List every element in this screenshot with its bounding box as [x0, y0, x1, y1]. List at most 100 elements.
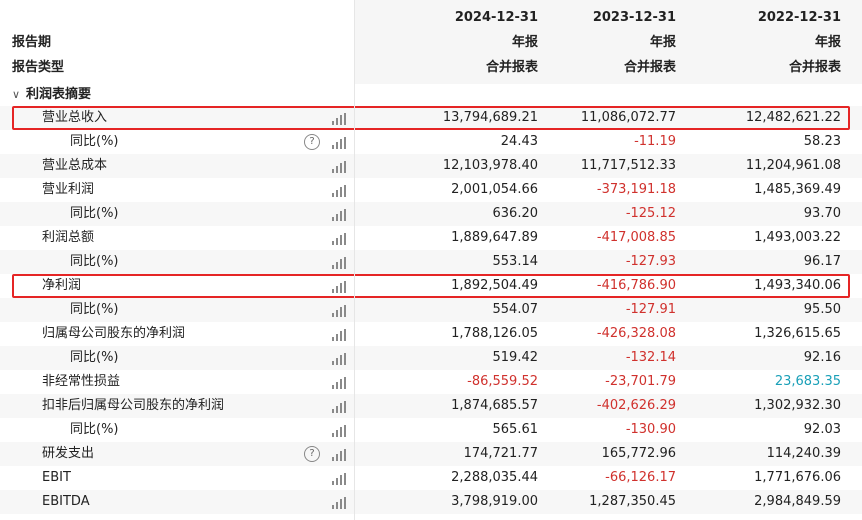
table-row: 同比(%)? 24.43 -11.19 58.23: [0, 130, 862, 154]
row-label: 利润总额: [42, 230, 95, 245]
header-type-2023: 合并报表: [623, 60, 676, 75]
row-label: 营业总成本: [42, 158, 108, 173]
cell-value: 95.50: [803, 302, 841, 317]
cell-value: 2,288,035.44: [451, 470, 538, 485]
cell-value: -132.14: [625, 350, 676, 365]
bar-chart-icon[interactable]: [332, 473, 346, 485]
cell-value: 554.07: [492, 302, 539, 317]
row-label: 同比(%): [70, 350, 119, 365]
table-row: 研发支出? 174,721.77 165,772.96 114,240.39: [0, 442, 862, 466]
row-label: 同比(%): [70, 422, 119, 437]
header-type-2022: 合并报表: [788, 60, 841, 75]
cell-value: 565.61: [492, 422, 539, 437]
bar-chart-icon[interactable]: [332, 185, 346, 197]
cell-value: 58.23: [803, 134, 841, 149]
row-label: 营业利润: [42, 182, 95, 197]
bar-chart-icon[interactable]: [332, 233, 346, 245]
cell-value: 519.42: [492, 350, 539, 365]
cell-value: 12,103,978.40: [442, 158, 538, 173]
cell-value: 92.03: [803, 422, 841, 437]
cell-value: -125.12: [625, 206, 676, 221]
header-row-report-type: 报告类型 合并报表 合并报表 合并报表: [0, 56, 862, 80]
cell-value: 1,493,003.22: [754, 230, 841, 245]
row-label: 净利润: [42, 278, 82, 293]
cell-value: 2,984,849.59: [754, 494, 841, 509]
cell-value: 1,493,340.06: [754, 278, 841, 293]
cell-value: -127.91: [625, 302, 676, 317]
table-row: 非经常性损益 -86,559.52 -23,701.79 23,683.35: [0, 370, 862, 394]
cell-value: 12,482,621.22: [745, 110, 841, 125]
help-circle-icon[interactable]: ?: [304, 134, 320, 150]
cell-value: 1,771,676.06: [754, 470, 841, 485]
bar-chart-icon[interactable]: [332, 353, 346, 365]
bar-chart-icon[interactable]: [332, 449, 346, 461]
cell-value: 1,302,932.30: [754, 398, 841, 413]
bar-chart-icon[interactable]: [332, 137, 346, 149]
cell-value: 553.14: [492, 254, 539, 269]
cell-value: 1,874,685.57: [451, 398, 538, 413]
row-label: 扣非后归属母公司股东的净利润: [42, 398, 225, 413]
chevron-down-icon[interactable]: ∨: [12, 88, 21, 101]
table-row: 营业总收入 13,794,689.21 11,086,072.77 12,482,62…: [0, 106, 862, 130]
bar-chart-icon[interactable]: [332, 497, 346, 509]
header-date-2023: 2023-12-31: [592, 10, 676, 25]
cell-value: 165,772.96: [601, 446, 676, 461]
bar-chart-icon[interactable]: [332, 281, 346, 293]
table-row: 归属母公司股东的净利润 1,788,126.05 -426,328.08 1,326,…: [0, 322, 862, 346]
cell-value: -417,008.85: [596, 230, 676, 245]
row-label: 归属母公司股东的净利润: [42, 326, 186, 341]
table-row: EBIT 2,288,035.44 -66,126.17 1,771,676.06: [0, 466, 862, 490]
cell-value: 636.20: [492, 206, 539, 221]
bar-chart-icon[interactable]: [332, 113, 346, 125]
bar-chart-icon[interactable]: [332, 329, 346, 341]
cell-value: 1,485,369.49: [754, 182, 841, 197]
help-circle-icon[interactable]: ?: [304, 446, 320, 462]
table-row: 同比(%) 553.14 -127.93 96.17: [0, 250, 862, 274]
row-label: EBIT: [42, 470, 71, 485]
bar-chart-icon[interactable]: [332, 305, 346, 317]
table-row: 营业总成本 12,103,978.40 11,717,512.33 11,204,96…: [0, 154, 862, 178]
cell-value: 1,287,350.45: [589, 494, 676, 509]
cell-value: -130.90: [625, 422, 676, 437]
section-title: 利润表摘要: [26, 87, 92, 102]
cell-value: -11.19: [634, 134, 676, 149]
bar-chart-icon[interactable]: [332, 161, 346, 173]
cell-value: 11,717,512.33: [580, 158, 676, 173]
table-row: 同比(%) 565.61 -130.90 92.03: [0, 418, 862, 442]
column-divider: [354, 0, 355, 520]
bar-chart-icon[interactable]: [332, 257, 346, 269]
header-row-label: 报告期: [12, 35, 52, 50]
row-label: 同比(%): [70, 134, 119, 149]
cell-value: 92.16: [803, 350, 841, 365]
row-label: 非经常性损益: [42, 374, 121, 389]
cell-value: 114,240.39: [766, 446, 841, 461]
bar-chart-icon[interactable]: [332, 377, 346, 389]
bar-chart-icon[interactable]: [332, 209, 346, 221]
cell-value: 174,721.77: [463, 446, 538, 461]
header-period-2023: 年报: [649, 35, 676, 50]
bar-chart-icon[interactable]: [332, 425, 346, 437]
bar-chart-icon[interactable]: [332, 401, 346, 413]
table-row: 同比(%) 554.07 -127.91 95.50: [0, 298, 862, 322]
cell-value: 2,001,054.66: [451, 182, 538, 197]
header-row-report-period: 报告期 年报 年报 年报: [0, 31, 862, 55]
table-row: 同比(%) 636.20 -125.12 93.70: [0, 202, 862, 226]
section-income-summary[interactable]: ∨ 利润表摘要: [0, 84, 862, 106]
row-label: 研发支出: [42, 446, 95, 461]
cell-value: 11,086,072.77: [580, 110, 676, 125]
cell-value: -86,559.52: [467, 374, 538, 389]
header-background: [354, 0, 862, 84]
table-row: 扣非后归属母公司股东的净利润 1,874,685.57 -402,626.29 1,3…: [0, 394, 862, 418]
header-period-2022: 年报: [814, 35, 841, 50]
cell-value: -23,701.79: [605, 374, 676, 389]
cell-value: 96.17: [803, 254, 841, 269]
cell-value: 13,794,689.21: [442, 110, 538, 125]
table-row: EBITDA 3,798,919.00 1,287,350.45 2,984,849.…: [0, 490, 862, 514]
cell-value: 23,683.35: [774, 374, 841, 389]
cell-value: -66,126.17: [605, 470, 676, 485]
table-row: 同比(%) 519.42 -132.14 92.16: [0, 346, 862, 370]
row-label: 同比(%): [70, 302, 119, 317]
header-type-2024: 合并报表: [485, 60, 538, 75]
cell-value: 1,889,647.89: [451, 230, 538, 245]
cell-value: 93.70: [803, 206, 841, 221]
